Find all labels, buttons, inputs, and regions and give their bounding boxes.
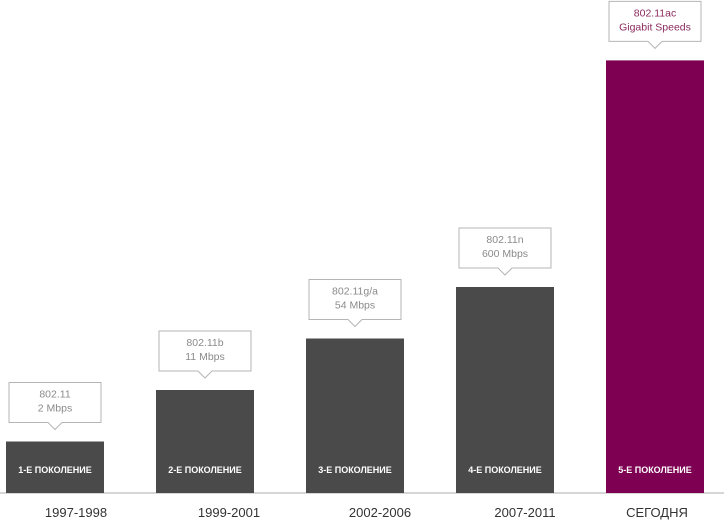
annotation-text-5-1: 802.11ac [634,7,676,19]
annotation-callout-2 [158,330,252,379]
annotation-text-1-1: 802.11 [39,389,70,401]
bar-label-4: 4-Е ПОКОЛЕНИЕ [468,465,542,475]
x-tick-label-3: 2002-2006 [349,505,411,520]
bar-label-5: 5-Е ПОКОЛЕНИЕ [618,465,692,475]
annotation-text-1-2: 2 Mbps [38,403,72,415]
bar-label-2: 2-Е ПОКОЛЕНИЕ [168,465,242,475]
x-tick-label-1: 1997-1998 [45,505,107,520]
annotation-text-5-2: Gigabit Speeds [619,21,691,33]
annotation-text-4-1: 802.11n [486,234,523,246]
annotation-text-2-1: 802.11b [186,337,223,349]
annotation-callout-4 [458,227,552,276]
annotation-callout-3 [308,279,402,328]
bar-3 [306,338,404,493]
annotation-text-3-1: 802.11g/a [332,286,378,298]
annotation-callout-5 [608,0,702,50]
annotation-text-3-2: 54 Mbps [335,300,375,312]
bar-label-1: 1-Е ПОКОЛЕНИЕ [18,465,92,475]
bar-1 [6,441,104,493]
bar-2 [156,390,254,493]
annotation-text-4-2: 600 Mbps [482,248,528,260]
bar-5 [606,60,704,494]
bar-4 [456,287,554,493]
annotation-callout-1 [8,382,102,431]
x-tick-label-2: 1999-2001 [198,505,260,520]
x-tick-label-5: СЕГОДНЯ [626,505,688,520]
annotation-text-2-2: 11 Mbps [185,351,225,363]
x-tick-label-4: 2007-2011 [494,505,555,520]
bar-label-3: 3-Е ПОКОЛЕНИЕ [318,465,392,475]
